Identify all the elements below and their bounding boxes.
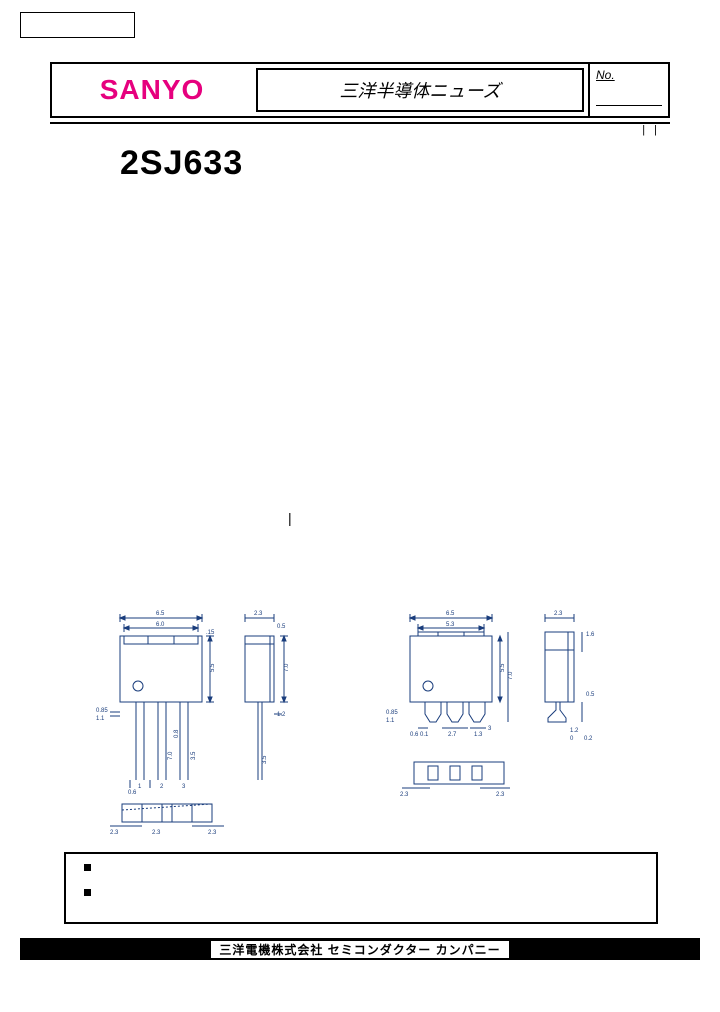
dim-left-pinhalf: 3.5 bbox=[191, 751, 197, 760]
dim-right-sidebump: 0.5 bbox=[586, 692, 595, 698]
dim-left-sidethick: 1.2 bbox=[277, 712, 286, 718]
dim-left-leadw: 0.6 bbox=[128, 790, 137, 796]
dim-right-sidefoot: 0.2 bbox=[584, 736, 593, 742]
dim-left-pinw: 0.8 bbox=[174, 729, 180, 738]
dim-left-footr: 2.3 bbox=[208, 830, 217, 836]
stray-mark-bar: | bbox=[288, 510, 292, 526]
dim-right-inner: 5.3 bbox=[446, 622, 455, 628]
bullet-icon bbox=[84, 889, 91, 896]
dim-left-pinh: 7.0 bbox=[168, 751, 174, 760]
dim-left-leadtab: 0.85 bbox=[96, 708, 108, 714]
dim-right-pinlw: 0.1 bbox=[420, 732, 429, 738]
dim-left-leadtab2: 1.1 bbox=[96, 716, 105, 722]
logo-cell: SANYO bbox=[52, 64, 252, 116]
dim-left-sidew: 2.3 bbox=[254, 611, 263, 617]
package-diagrams: 6.5 6.0 .15 2.3 0.5 5.5 7.0 0.85 1.1 0.6… bbox=[70, 604, 660, 844]
right-package-diagram: 6.5 5.3 2.3 1.6 5.5 7.0 0.85 1.1 0.6 0.1… bbox=[370, 604, 650, 844]
dim-left-totalh: 7.0 bbox=[284, 663, 290, 672]
dim-right-bodyh: 5.5 bbox=[500, 663, 506, 672]
dim-left-top: 6.5 bbox=[156, 611, 165, 617]
no-underline bbox=[596, 105, 662, 106]
dim-right-pincw: 2.7 bbox=[448, 732, 457, 738]
dim-right-sidew: 2.3 bbox=[554, 611, 563, 617]
tick-marks: | | bbox=[50, 124, 670, 136]
dim-left-footc: 2.3 bbox=[152, 830, 161, 836]
dim-right-sidethick: 1.2 bbox=[570, 728, 579, 734]
dim-right-top: 6.5 bbox=[446, 611, 455, 617]
dim-left-footl: 2.3 bbox=[110, 830, 119, 836]
header: SANYO 三洋半導体ニューズ No. bbox=[50, 62, 670, 118]
dim-left-inner: 6.0 bbox=[156, 622, 165, 628]
dim-right-sidetiny: 0 bbox=[570, 736, 574, 742]
dim-right-footl: 2.3 bbox=[400, 792, 409, 798]
dim-left-leadhalf: 3.5 bbox=[262, 755, 268, 764]
dim-left-bodyh: 5.5 bbox=[210, 663, 216, 672]
dim-right-footr: 2.3 bbox=[496, 792, 505, 798]
part-number: 2SJ633 bbox=[120, 144, 670, 183]
sanyo-logo: SANYO bbox=[100, 74, 205, 106]
left-package-diagram: 6.5 6.0 .15 2.3 0.5 5.5 7.0 0.85 1.1 0.6… bbox=[70, 604, 340, 844]
pin-2: 2 bbox=[160, 784, 164, 790]
dim-right-leadtab: 0.85 bbox=[386, 710, 398, 716]
pin-r3: 3 bbox=[488, 726, 492, 732]
dim-right-sideh: 1.6 bbox=[586, 632, 595, 638]
dim-right-totalh: 7.0 bbox=[508, 671, 514, 680]
header-title: 三洋半導体ニューズ bbox=[256, 68, 584, 112]
bullet-icon bbox=[84, 864, 91, 871]
no-label: No. bbox=[596, 68, 662, 82]
footer-bar: 三洋電機株式会社 セミコンダクター カンパニー bbox=[20, 938, 700, 960]
notes-box bbox=[64, 852, 658, 924]
dim-right-leadw: 0.6 bbox=[410, 732, 419, 738]
dim-left-sideh: 0.5 bbox=[277, 624, 286, 630]
dim-left-tab: .15 bbox=[206, 630, 215, 636]
document-number-cell: No. bbox=[588, 64, 668, 116]
footer-text: 三洋電機株式会社 セミコンダクター カンパニー bbox=[211, 941, 508, 958]
pin-3: 3 bbox=[182, 784, 186, 790]
dim-right-pinrw: 1.3 bbox=[474, 732, 483, 738]
dim-right-leadtab2: 1.1 bbox=[386, 718, 395, 724]
pin-1: 1 bbox=[138, 784, 142, 790]
top-left-box bbox=[20, 12, 135, 38]
